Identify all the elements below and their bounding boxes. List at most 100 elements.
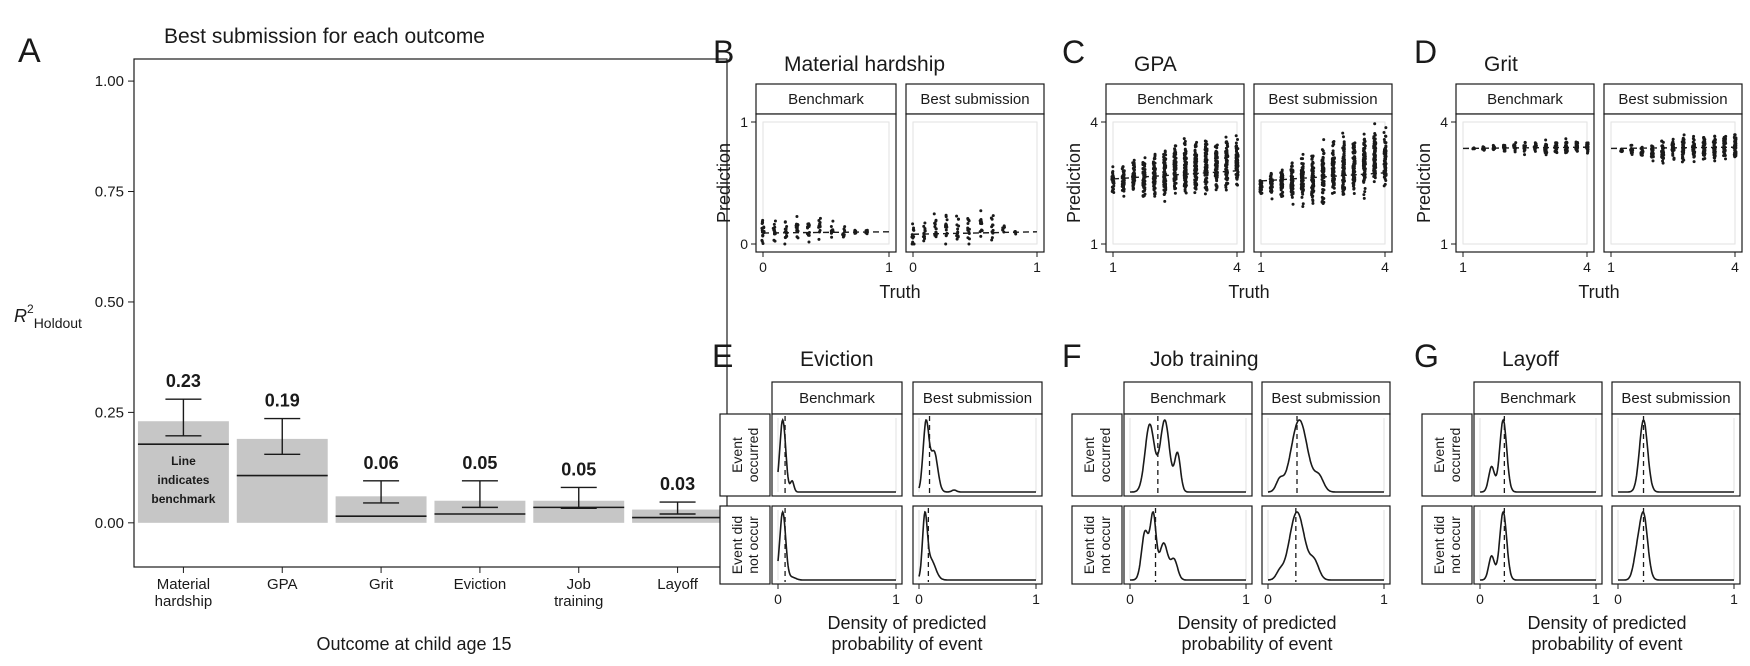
- data-point: [1224, 177, 1228, 181]
- data-point: [1311, 189, 1315, 193]
- data-point: [1163, 150, 1167, 154]
- data-point: [1153, 161, 1157, 165]
- data-point: [772, 222, 776, 226]
- benchmark-annotation: indicates: [157, 473, 209, 487]
- data-point: [1362, 137, 1366, 141]
- data-point: [1322, 196, 1326, 200]
- data-point: [990, 236, 994, 240]
- data-point: [806, 225, 810, 229]
- data-point: [1733, 136, 1737, 140]
- data-point: [1203, 180, 1207, 184]
- data-point: [1362, 158, 1366, 162]
- x-tick-label: 0: [915, 591, 923, 607]
- facet-label: Benchmark: [1150, 390, 1226, 407]
- data-point: [807, 231, 811, 235]
- row-strip: [719, 413, 771, 497]
- data-point: [1382, 148, 1386, 152]
- data-point: [1553, 149, 1557, 153]
- row-label-line: Event: [729, 437, 745, 473]
- scatter-panels: B Material hardship Prediction Truth Benchma…: [713, 34, 1743, 302]
- data-point: [1002, 224, 1006, 228]
- data-point: [911, 236, 915, 240]
- data-point: [1184, 170, 1188, 174]
- x-axis-label: Density of predicted: [1177, 613, 1336, 633]
- data-point: [944, 242, 948, 246]
- data-point: [1205, 187, 1209, 191]
- data-point: [1332, 179, 1336, 183]
- data-point: [1203, 192, 1207, 196]
- x-tick-label: 1: [1257, 259, 1265, 275]
- data-point: [1224, 135, 1228, 139]
- x-tick-label: 1: [1459, 259, 1467, 275]
- data-point: [1373, 163, 1377, 167]
- data-point: [1662, 153, 1666, 157]
- facet-panel: [905, 113, 1045, 253]
- gridline: [1462, 121, 1588, 245]
- density-curve: [1130, 510, 1246, 581]
- data-point: [1363, 169, 1367, 173]
- facet-strip: [755, 83, 897, 115]
- data-point: [1194, 154, 1198, 158]
- data-point: [1712, 147, 1716, 151]
- row-label: Event didnot occur: [729, 516, 761, 574]
- x-tick-label: 1: [1380, 591, 1388, 607]
- data-point: [1152, 164, 1156, 168]
- data-point: [842, 234, 846, 238]
- data-point: [1310, 178, 1314, 182]
- x-axis-label: probability of event: [1181, 634, 1332, 654]
- data-point: [967, 218, 971, 222]
- data-point: [1363, 161, 1367, 165]
- facet-strip: [771, 381, 903, 415]
- data-point: [1299, 157, 1303, 161]
- data-point: [1204, 151, 1208, 155]
- data-point: [1332, 182, 1336, 186]
- data-point: [1111, 165, 1115, 169]
- row-strip: [1071, 413, 1123, 497]
- data-point: [1733, 148, 1737, 152]
- data-point: [1534, 143, 1538, 147]
- density-curve: [1618, 418, 1734, 493]
- x-tick-label: 1: [885, 259, 893, 275]
- data-point: [772, 238, 776, 242]
- density-curve: [777, 417, 896, 493]
- facet-panel: [1123, 505, 1253, 585]
- data-point: [1352, 162, 1356, 166]
- data-point: [1152, 177, 1156, 181]
- data-point: [1290, 179, 1294, 183]
- data-point: [1152, 184, 1156, 188]
- y-tick-label: 4: [1440, 114, 1448, 130]
- ylabel-r: R: [14, 306, 27, 326]
- data-point: [1289, 188, 1293, 192]
- data-point: [1555, 141, 1559, 145]
- data-point: [1373, 160, 1377, 164]
- value-label: 0.05: [561, 459, 596, 479]
- data-point: [1152, 171, 1156, 175]
- data-point: [979, 218, 983, 222]
- panel-title: Eviction: [800, 348, 874, 371]
- data-point: [1384, 134, 1388, 138]
- facet-label: Best submission: [920, 91, 1029, 108]
- data-point: [1320, 200, 1324, 204]
- data-point: [923, 226, 927, 230]
- data-point: [1353, 151, 1357, 155]
- data-point: [1701, 153, 1705, 157]
- data-point: [1671, 137, 1675, 141]
- data-point: [934, 227, 938, 231]
- data-point: [1331, 156, 1335, 160]
- row-label-line: not occur: [1447, 516, 1463, 574]
- data-point: [1543, 151, 1547, 155]
- data-point: [1289, 164, 1293, 168]
- data-point: [1132, 180, 1136, 184]
- data-point: [1205, 185, 1209, 189]
- data-point: [955, 214, 959, 218]
- data-point: [1203, 155, 1207, 159]
- data-point: [831, 228, 835, 232]
- data-point: [1131, 183, 1135, 187]
- data-point: [1300, 175, 1304, 179]
- facet-strip: [905, 83, 1045, 115]
- data-point: [1205, 176, 1209, 180]
- data-point: [1723, 148, 1727, 152]
- data-point: [1734, 152, 1738, 156]
- y-tick-label: 0.00: [95, 515, 124, 532]
- data-point: [979, 234, 983, 238]
